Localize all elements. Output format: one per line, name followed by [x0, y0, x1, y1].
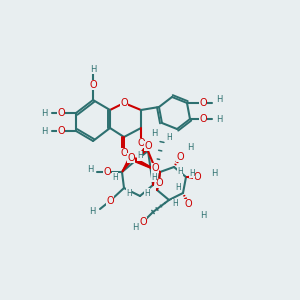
Text: O: O: [137, 138, 145, 148]
Text: O: O: [144, 141, 152, 151]
Text: O: O: [184, 199, 192, 209]
Text: H: H: [211, 169, 217, 178]
Text: H: H: [42, 127, 48, 136]
Text: O: O: [151, 163, 159, 173]
Text: H: H: [189, 169, 195, 178]
Text: O: O: [176, 152, 184, 162]
Text: H: H: [175, 184, 181, 193]
Polygon shape: [186, 175, 197, 179]
Text: O: O: [127, 153, 135, 163]
Polygon shape: [135, 145, 149, 161]
Text: H: H: [172, 200, 178, 208]
Polygon shape: [140, 142, 148, 151]
Text: O: O: [106, 196, 114, 206]
Polygon shape: [130, 156, 160, 172]
Text: H: H: [137, 152, 143, 160]
Text: O: O: [155, 178, 163, 188]
Text: H: H: [177, 167, 183, 176]
Text: H: H: [166, 133, 172, 142]
Text: H: H: [132, 224, 138, 232]
Polygon shape: [122, 157, 133, 172]
Text: O: O: [103, 167, 111, 177]
Text: O: O: [57, 126, 65, 136]
Text: H: H: [90, 64, 96, 74]
Text: H: H: [216, 115, 222, 124]
Text: O: O: [89, 80, 97, 90]
Text: H: H: [126, 188, 132, 197]
Text: H: H: [144, 188, 150, 197]
Text: H: H: [151, 128, 157, 137]
Text: H: H: [187, 142, 193, 152]
Text: H: H: [42, 109, 48, 118]
Text: O: O: [120, 98, 128, 108]
Text: O: O: [199, 98, 207, 108]
Text: O: O: [57, 108, 65, 118]
Text: H: H: [151, 172, 157, 182]
Text: O: O: [139, 217, 147, 227]
Text: H: H: [216, 95, 222, 104]
Text: H: H: [87, 164, 93, 173]
Text: O: O: [193, 172, 201, 182]
Text: H: H: [90, 208, 96, 217]
Text: H: H: [112, 172, 118, 182]
Text: O: O: [120, 148, 128, 158]
Text: H: H: [200, 211, 206, 220]
Text: O: O: [199, 114, 207, 124]
